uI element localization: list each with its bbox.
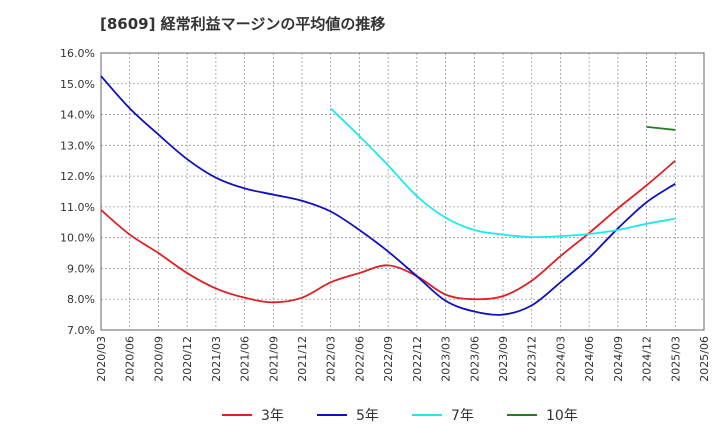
x-tick-label: 2020/06	[124, 336, 137, 382]
grid-lines	[100, 52, 705, 331]
x-tick-label: 2021/03	[210, 336, 223, 382]
x-tick-label: 2020/03	[95, 336, 108, 382]
y-tick-label: 10.0%	[60, 232, 95, 245]
x-tick-label: 2021/06	[239, 336, 252, 382]
x-tick-label: 2023/12	[526, 336, 539, 382]
x-tick-label: 2020/12	[181, 336, 194, 382]
y-tick-label: 16.0%	[60, 47, 95, 60]
x-tick-label: 2022/09	[382, 336, 395, 382]
y-tick-label: 12.0%	[60, 170, 95, 183]
legend-label: 10年	[546, 408, 578, 424]
series-line-1	[100, 75, 676, 316]
x-tick-label: 2025/03	[669, 336, 682, 382]
x-axis-ticks: 2020/03 2020/06 2020/09 2020/12 2021/03 2021/…	[95, 336, 711, 382]
x-tick-label: 2023/06	[468, 336, 481, 382]
x-tick-label: 2024/09	[612, 336, 625, 382]
legend: 3年 5年 7年 10年	[222, 408, 578, 424]
legend-label: 3年	[261, 408, 284, 424]
y-tick-label: 9.0%	[67, 262, 95, 275]
x-tick-label: 2021/12	[296, 336, 309, 382]
series-line-2	[330, 107, 676, 239]
x-tick-label: 2022/12	[411, 336, 424, 382]
x-tick-label: 2023/09	[497, 336, 510, 382]
legend-label: 5年	[356, 408, 379, 424]
y-tick-label: 13.0%	[60, 139, 95, 152]
y-tick-label: 15.0%	[60, 78, 95, 91]
x-tick-label: 2022/03	[325, 336, 338, 382]
plot-frame	[100, 52, 705, 331]
x-tick-label: 2024/03	[554, 336, 567, 382]
series-line-3	[646, 125, 676, 131]
x-tick-label: 2021/09	[267, 336, 280, 382]
y-axis-ticks: 7.0% 8.0% 9.0% 10.0% 11.0% 12.0% 13.0% 14.0% 15.…	[60, 47, 95, 337]
x-tick-label: 2024/06	[583, 336, 596, 382]
legend-label: 7年	[451, 408, 474, 424]
y-tick-label: 14.0%	[60, 109, 95, 122]
y-tick-label: 8.0%	[67, 293, 95, 306]
x-tick-label: 2020/09	[152, 336, 165, 382]
x-tick-label: 2024/12	[641, 336, 654, 382]
x-tick-label: 2025/06	[698, 336, 711, 382]
x-tick-label: 2022/06	[353, 336, 366, 382]
y-tick-label: 11.0%	[60, 201, 95, 214]
chart-title: [8609] 経常利益マージンの平均値の推移	[100, 15, 385, 33]
x-tick-label: 2023/03	[440, 336, 453, 382]
y-tick-label: 7.0%	[67, 324, 95, 337]
series-lines	[100, 75, 676, 316]
series-line-0	[100, 160, 676, 304]
